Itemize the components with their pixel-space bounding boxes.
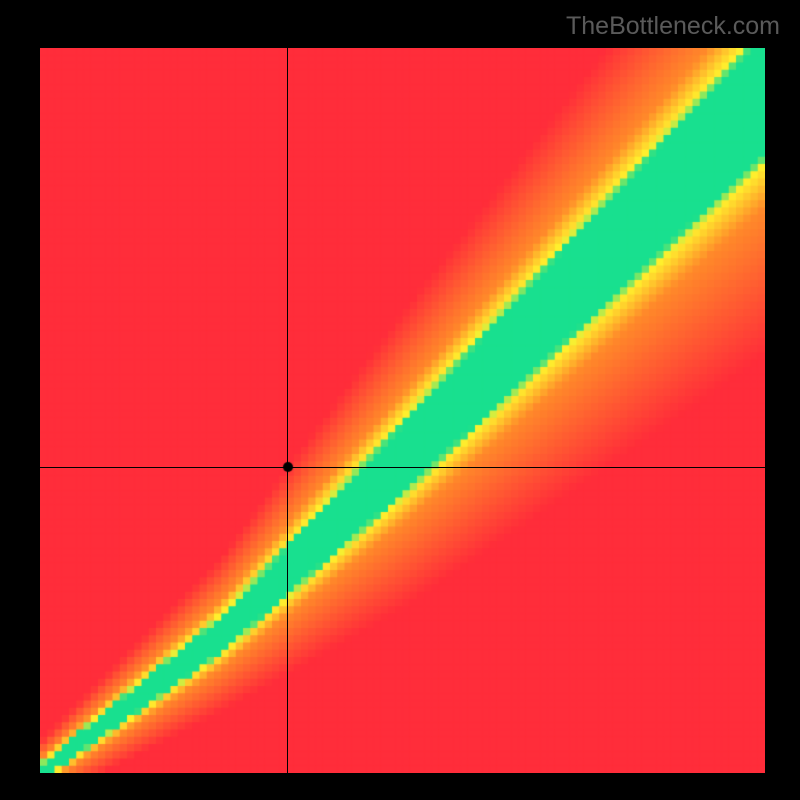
crosshair-vertical <box>287 48 288 773</box>
crosshair-marker <box>282 461 294 473</box>
chart-container: { "watermark": { "text": "TheBottleneck.… <box>0 0 800 800</box>
crosshair-horizontal <box>40 467 765 468</box>
watermark-text: TheBottleneck.com <box>566 12 780 41</box>
bottleneck-heatmap <box>40 48 765 773</box>
